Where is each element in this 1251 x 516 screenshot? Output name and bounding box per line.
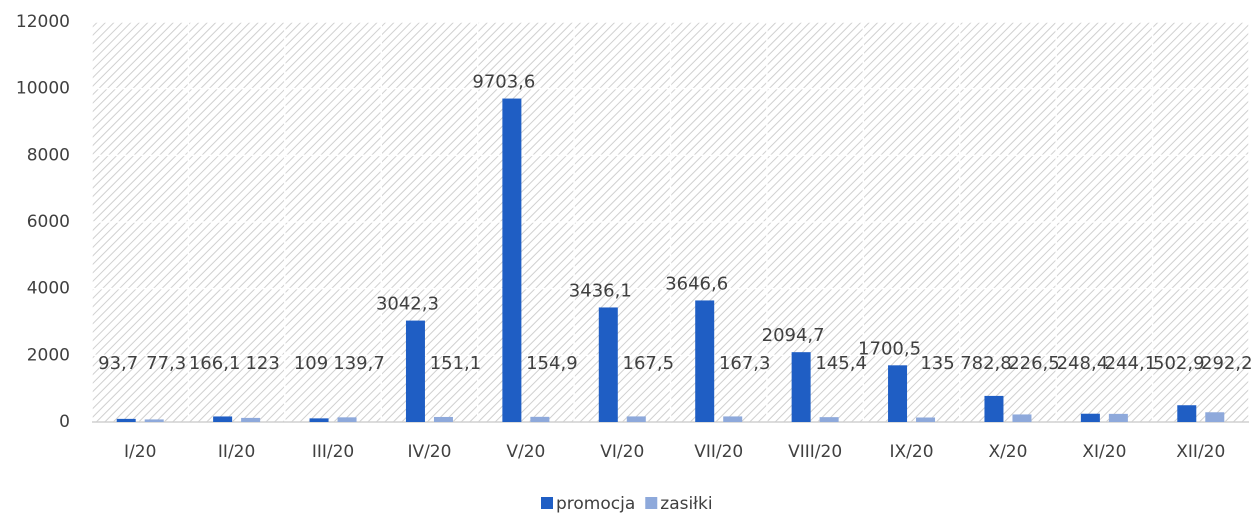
data-label: 3646,6 — [665, 273, 728, 294]
bar — [116, 418, 136, 422]
x-tick-label: III/20 — [312, 442, 354, 462]
data-label: 244,1 — [1105, 353, 1157, 374]
data-label: 782,8 — [960, 353, 1012, 374]
bar — [433, 416, 453, 422]
bar — [916, 417, 936, 422]
data-label: 139,7 — [333, 353, 385, 374]
data-label: 167,3 — [719, 353, 771, 374]
bar — [144, 419, 164, 422]
x-tick-label: XI/20 — [1082, 442, 1126, 462]
bar — [337, 417, 357, 422]
data-label: 77,3 — [146, 353, 186, 374]
y-tick-label: 0 — [59, 412, 70, 432]
x-tick-label: I/20 — [124, 442, 156, 462]
x-tick-label: VII/20 — [694, 442, 743, 462]
data-label: 93,7 — [98, 353, 138, 374]
data-label: 135 — [920, 353, 954, 374]
x-tick-label: IX/20 — [890, 442, 934, 462]
bar — [1177, 405, 1197, 422]
bar — [888, 365, 908, 422]
data-label: 502,9 — [1153, 353, 1205, 374]
bar — [791, 352, 811, 422]
legend-swatch — [541, 497, 553, 509]
data-label: 248,4 — [1057, 353, 1109, 374]
x-tick-label: VI/20 — [600, 442, 644, 462]
y-tick-label: 4000 — [27, 279, 70, 299]
y-tick-label: 2000 — [27, 345, 70, 365]
bar — [626, 416, 646, 422]
bar — [530, 416, 550, 422]
bar — [598, 307, 618, 422]
data-label: 154,9 — [526, 353, 578, 374]
x-tick-label: IV/20 — [407, 442, 451, 462]
bar — [819, 417, 839, 422]
data-label: 145,4 — [815, 353, 867, 374]
data-label: 166,1 — [189, 353, 241, 374]
x-tick-label: X/20 — [988, 442, 1027, 462]
bar — [405, 320, 425, 422]
y-tick-label: 12000 — [16, 12, 70, 32]
bar — [1012, 414, 1032, 422]
y-tick-label: 10000 — [16, 79, 70, 99]
bar — [1080, 413, 1100, 422]
y-tick-label: 8000 — [27, 145, 70, 165]
bar — [241, 417, 261, 422]
legend-label: zasiłki — [660, 494, 712, 514]
data-label: 226,5 — [1008, 353, 1060, 374]
data-label: 9703,6 — [472, 72, 535, 93]
x-tick-label: VIII/20 — [788, 442, 842, 462]
bar — [213, 416, 233, 422]
y-tick-label: 6000 — [27, 212, 70, 232]
bar — [502, 98, 522, 423]
data-label: 167,5 — [623, 353, 675, 374]
data-label: 123 — [245, 353, 279, 374]
data-label: 2094,7 — [762, 325, 825, 346]
bar — [695, 300, 715, 422]
data-label: 151,1 — [430, 353, 482, 374]
data-label: 109 — [294, 353, 328, 374]
legend-swatch — [645, 497, 658, 509]
x-tick-label: XII/20 — [1176, 442, 1225, 462]
bar — [984, 395, 1004, 422]
bar — [309, 418, 329, 422]
bar — [723, 416, 743, 422]
bar — [1108, 413, 1128, 422]
data-label: 1700,5 — [858, 338, 921, 359]
bar — [1205, 412, 1225, 422]
data-label: 3436,1 — [569, 280, 632, 301]
x-tick-label: II/20 — [218, 442, 255, 462]
data-label: 292,2 — [1201, 353, 1251, 374]
legend-label: promocja — [556, 494, 635, 514]
x-tick-label: V/20 — [506, 442, 545, 462]
data-label: 3042,3 — [376, 294, 439, 315]
